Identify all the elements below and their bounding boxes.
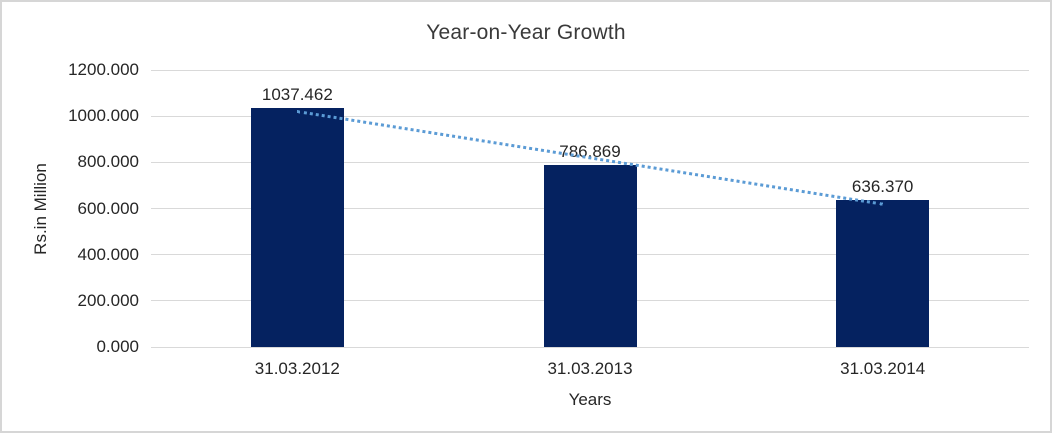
bar-value-label: 1037.462 — [261, 84, 333, 104]
gridline — [151, 69, 1029, 71]
bar-2 — [543, 165, 637, 347]
x-tick-label: 31.03.2014 — [840, 359, 926, 378]
y-tick-label: 800.000 — [77, 152, 139, 172]
bar-value-label: 636.370 — [851, 177, 914, 197]
bar-3 — [836, 200, 930, 347]
y-tick-label: 0.000 — [96, 337, 139, 356]
bar-value-label: 786.869 — [559, 142, 621, 162]
plot-area: 1037.462 786.869 636.370 — [151, 69, 1029, 348]
gridline — [151, 115, 1029, 117]
y-tick-label: 1000.000 — [68, 106, 139, 126]
bar-1 — [250, 107, 344, 347]
y-tick-label: 200.000 — [77, 290, 139, 310]
gridline — [151, 346, 1029, 348]
x-tick-label: 31.03.2012 — [254, 359, 340, 378]
y-tick-label: 400.000 — [77, 244, 139, 264]
x-axis-title: Years — [568, 390, 612, 409]
gridline — [151, 161, 1029, 163]
y-tick-label: 600.000 — [77, 198, 139, 218]
y-tick-label: 1200.000 — [68, 60, 139, 79]
x-tick-label: 31.03.2013 — [547, 359, 633, 378]
chart-title: Year-on-Year Growth — [426, 21, 626, 44]
